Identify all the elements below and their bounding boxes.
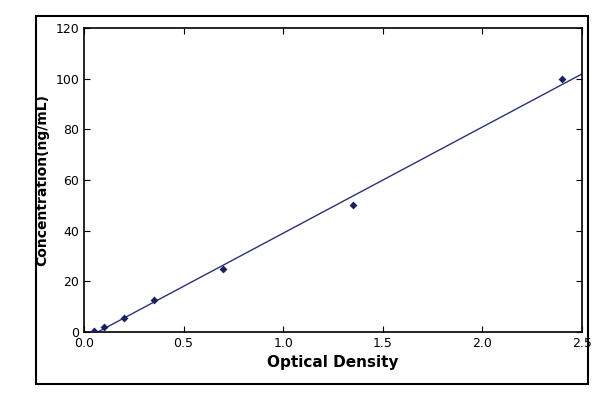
X-axis label: Optical Density: Optical Density [267,356,399,370]
Point [348,202,358,208]
Point [218,266,228,272]
Point [557,76,567,82]
Point [119,315,128,321]
Point [99,324,109,330]
Point [89,328,99,334]
Point [149,297,158,304]
Y-axis label: Concentration(ng/mL): Concentration(ng/mL) [36,94,50,266]
